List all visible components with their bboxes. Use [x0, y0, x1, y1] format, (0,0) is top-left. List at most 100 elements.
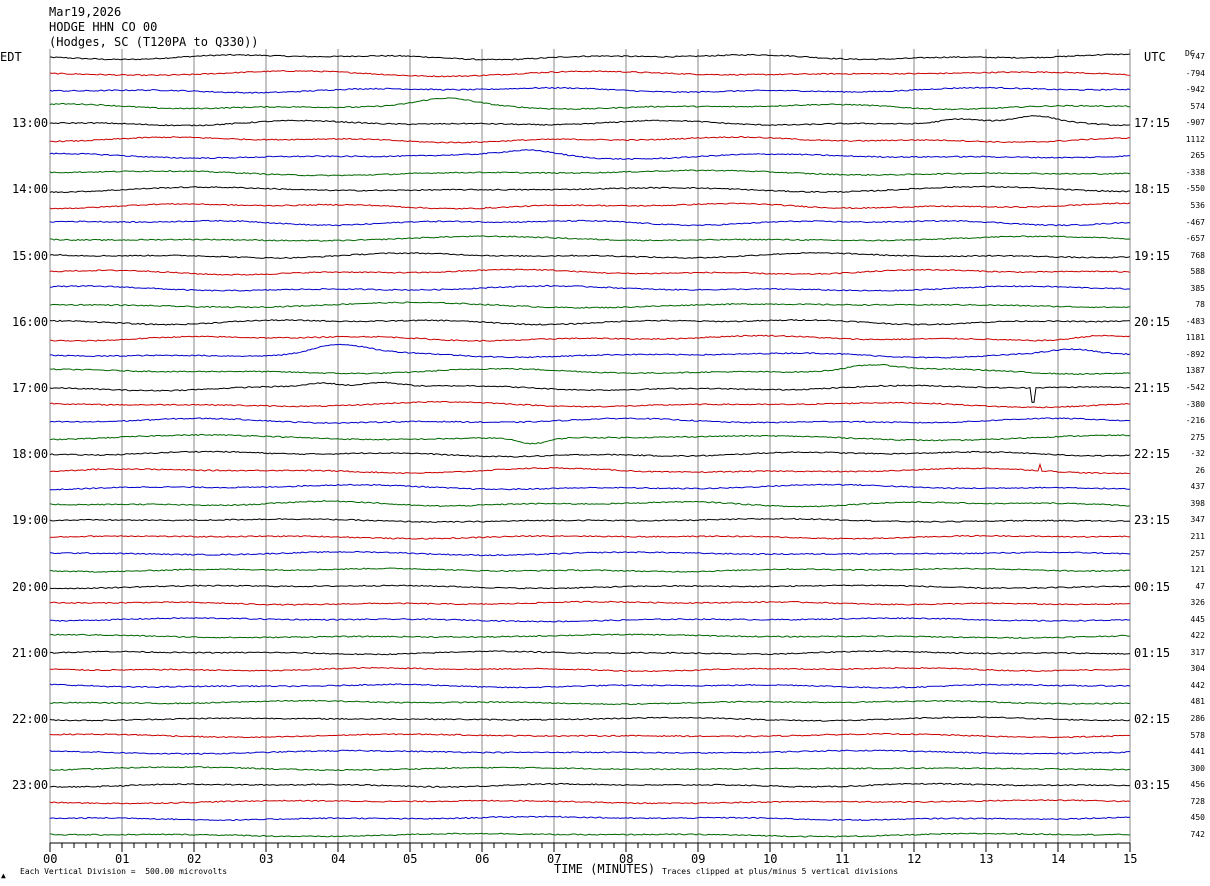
trace-row-44	[49, 782, 1131, 788]
corner-mark: ▲	[1, 871, 6, 880]
date-title: Mar19,2026	[49, 5, 122, 19]
trace-row-36	[49, 650, 1131, 656]
dc-offset-value: 257	[1190, 548, 1205, 558]
x-tick-label: 04	[331, 852, 346, 866]
x-tick-label: 01	[115, 852, 130, 866]
trace-row-40	[49, 716, 1131, 722]
trace-row-3	[49, 97, 1131, 111]
dc-offset-value: -542	[1185, 383, 1205, 392]
trace-row-32	[49, 584, 1131, 590]
dc-offset-value: 578	[1190, 730, 1205, 740]
trace-row-13	[49, 268, 1131, 276]
dc-offset-value: -892	[1185, 349, 1205, 359]
trace-row-9	[49, 202, 1131, 210]
trace-row-24	[49, 450, 1131, 458]
dc-offset-value: 385	[1190, 283, 1205, 293]
utc-hour-label: 23:15	[1134, 513, 1171, 528]
dc-offset-value: 326	[1190, 598, 1205, 608]
dc-offset-value: -550	[1185, 184, 1205, 194]
dc-offset-value: 445	[1190, 614, 1205, 624]
trace-row-7	[49, 169, 1131, 177]
trace-row-25	[49, 462, 1131, 475]
dc-offset-value: -338	[1185, 167, 1205, 177]
dc-offset-value: 1181	[1185, 333, 1205, 343]
dc-offset-value: 728	[1190, 796, 1205, 806]
x-tick-label: 09	[691, 852, 706, 866]
dc-offset-value: 450	[1190, 813, 1205, 823]
utc-hour-label: 03:15	[1134, 778, 1171, 793]
scale-note: Each Vertical Division = 500.00 microvol…	[20, 867, 228, 876]
trace-row-14	[49, 284, 1131, 292]
trace-row-26	[49, 483, 1131, 491]
trace-row-39	[49, 699, 1131, 706]
trace-row-43	[49, 765, 1131, 772]
trace-row-33	[49, 600, 1131, 606]
trace-row-18	[49, 343, 1131, 359]
dc-offset-value: 300	[1190, 763, 1205, 773]
x-tick-label: 08	[619, 852, 634, 866]
utc-hour-label: 17:15	[1134, 116, 1171, 131]
utc-hour-label: 00:15	[1134, 579, 1171, 594]
utc-hour-label: 21:15	[1134, 381, 1171, 395]
edt-hour-label: 21:00	[12, 645, 49, 660]
dc-offset-value: -483	[1185, 316, 1205, 326]
trace-row-27	[49, 500, 1131, 508]
dc-offset-value: -907	[1185, 118, 1205, 128]
dc-offset-value: 1112	[1185, 134, 1205, 144]
minute-gridlines	[49, 49, 1131, 843]
dc-offset-value: 265	[1190, 151, 1205, 161]
edt-hour-label: 19:00	[12, 513, 49, 528]
x-tick-label: 10	[763, 852, 778, 866]
trace-row-45	[49, 799, 1131, 805]
dc-offset-value: 422	[1190, 631, 1205, 641]
trace-row-11	[49, 235, 1131, 242]
trace-row-21	[49, 400, 1131, 409]
dc-offset-value: 275	[1190, 432, 1205, 442]
dc-offset-value: -32	[1190, 449, 1205, 459]
utc-hour-label: 02:15	[1134, 712, 1171, 726]
utc-hour-label: 22:15	[1134, 447, 1171, 462]
edt-hour-label: 22:00	[12, 712, 49, 726]
x-tick-label: 05	[403, 852, 418, 866]
trace-row-34	[49, 617, 1131, 623]
station-title: HODGE HHN CO 00	[49, 20, 158, 34]
trace-row-4	[49, 115, 1131, 127]
trace-row-30	[49, 550, 1131, 557]
utc-hour-label: 18:15	[1134, 182, 1171, 197]
x-tick-label: 02	[187, 852, 202, 866]
trace-row-12	[49, 252, 1131, 259]
dc-offset-value: -216	[1185, 416, 1205, 426]
trace-row-37	[49, 666, 1131, 673]
dc-offset-value: 481	[1190, 697, 1205, 707]
dc-offset-value: -467	[1185, 217, 1205, 227]
trace-row-6	[49, 149, 1131, 161]
trace-row-5	[49, 136, 1131, 144]
trace-row-1	[49, 70, 1131, 78]
edt-label: EDT	[0, 50, 22, 64]
x-tick-label: 00	[43, 852, 58, 866]
x-tick-label: 13	[979, 852, 994, 866]
trace-row-19	[49, 364, 1131, 376]
trace-row-22	[49, 417, 1131, 424]
location-title: (Hodges, SC (T120PA to Q330))	[49, 35, 259, 49]
trace-row-10	[49, 219, 1131, 227]
dc-offset-value: 211	[1190, 531, 1205, 541]
dc-offset-value: 437	[1190, 482, 1205, 492]
trace-row-15	[49, 301, 1131, 309]
dc-offset-value: 768	[1190, 250, 1205, 260]
trace-row-0	[49, 53, 1131, 61]
dc-offset-value: 742	[1190, 829, 1205, 839]
trace-row-35	[49, 633, 1131, 639]
trace-row-38	[49, 683, 1131, 689]
clip-note: Traces clipped at plus/minus 5 vertical …	[662, 867, 899, 876]
dc-offset-value: 121	[1190, 565, 1205, 575]
utc-hour-label: 20:15	[1134, 314, 1171, 329]
edt-hour-label: 18:00	[12, 447, 49, 462]
dc-offset-value: 456	[1190, 780, 1205, 790]
trace-row-47	[49, 832, 1131, 838]
edt-hour-label: 17:00	[12, 381, 49, 395]
x-tick-label: 12	[907, 852, 922, 866]
trace-row-28	[49, 517, 1131, 523]
edt-hour-label: 20:00	[12, 579, 49, 594]
dc-label: DC	[1185, 49, 1195, 58]
